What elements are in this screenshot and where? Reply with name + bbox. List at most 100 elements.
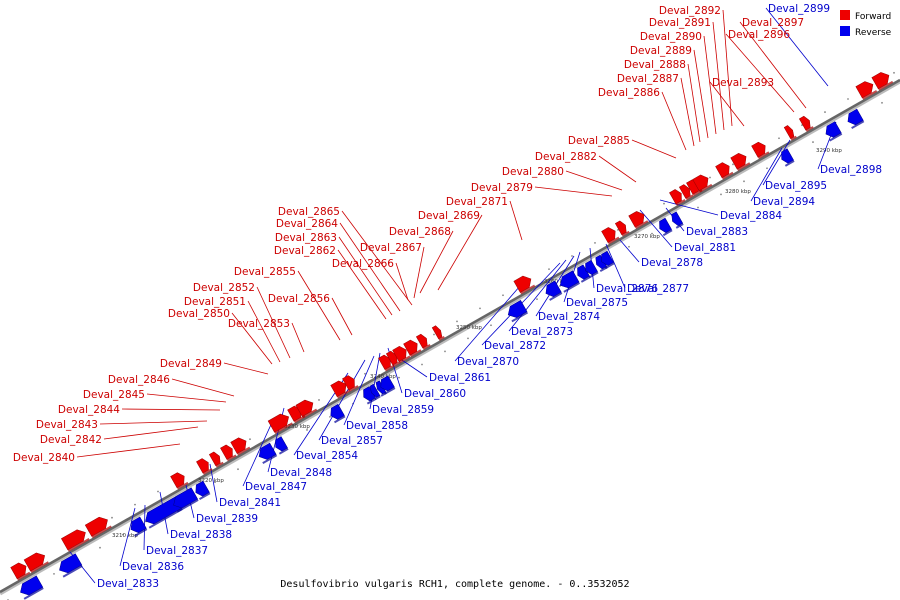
gene-label[interactable]: Deval_2894 — [753, 196, 815, 208]
gene-label[interactable]: Deval_2840 — [13, 452, 75, 464]
gene-label[interactable]: Deval_2863 — [275, 232, 337, 244]
gene-label[interactable]: Deval_2849 — [160, 358, 222, 370]
gene-label[interactable]: Deval_2882 — [535, 151, 597, 163]
gene-label[interactable]: Deval_2842 — [40, 434, 102, 446]
forward-gene-arrow — [614, 220, 630, 237]
forward-gene-arrow — [392, 346, 411, 364]
track-dot — [594, 242, 596, 244]
gene-label[interactable]: Deval_2862 — [274, 245, 336, 257]
gene-label[interactable]: Deval_2881 — [674, 242, 736, 254]
forward-gene-arrow — [196, 458, 213, 475]
gene-label[interactable]: Deval_2889 — [630, 45, 692, 57]
gene-label[interactable]: Deval_2846 — [108, 374, 170, 386]
gene-label[interactable]: Deval_2884 — [720, 210, 782, 222]
track-dot — [548, 268, 550, 270]
gene-label[interactable]: Deval_2847 — [245, 481, 307, 493]
gene-label[interactable]: Deval_2893 — [712, 77, 774, 89]
forward-gene-arrow — [385, 350, 401, 367]
gene-label[interactable]: Deval_2852 — [193, 282, 255, 294]
gene-label[interactable]: Deval_2868 — [389, 226, 451, 238]
gene-label[interactable]: Deval_2879 — [471, 182, 533, 194]
gene-label[interactable]: Deval_2885 — [568, 135, 630, 147]
gene-label[interactable]: Deval_2890 — [640, 31, 702, 43]
leader-line — [338, 236, 393, 316]
track-dot — [456, 320, 458, 323]
gene-label[interactable]: Deval_2898 — [820, 164, 882, 176]
gene-label[interactable]: Deval_2870 — [457, 356, 519, 368]
gene-label[interactable]: Deval_2865 — [278, 206, 340, 218]
gene-label[interactable]: Deval_2844 — [58, 404, 120, 416]
gene-label[interactable]: Deval_2877 — [627, 283, 689, 295]
reverse-gene-arrow — [601, 250, 615, 270]
forward-gene-arrow — [230, 437, 251, 456]
gene-label[interactable]: Deval_2841 — [219, 497, 281, 509]
gene-label[interactable]: Deval_2869 — [418, 210, 480, 222]
gene-label[interactable]: Deval_2899 — [768, 3, 830, 15]
gene-label[interactable]: Deval_2873 — [511, 326, 573, 338]
gene-label[interactable]: Deval_2887 — [617, 73, 679, 85]
gene-label[interactable]: Deval_2854 — [296, 450, 358, 462]
reverse-gene-arrow — [363, 386, 377, 405]
reverse-gene-arrow — [847, 108, 865, 130]
forward-gene-arrow — [855, 81, 878, 100]
gene-label[interactable]: Deval_2878 — [641, 257, 703, 269]
gene-label[interactable]: Deval_2891 — [649, 17, 711, 29]
gene-label[interactable]: Deval_2853 — [228, 318, 290, 330]
gene-label[interactable]: Deval_2836 — [122, 561, 184, 573]
gene-label[interactable]: Deval_2896 — [728, 29, 790, 41]
gene-label[interactable]: Deval_2859 — [372, 404, 434, 416]
track-dot — [318, 399, 320, 401]
gene-label[interactable]: Deval_2897 — [742, 17, 804, 29]
gene-label[interactable]: Deval_2880 — [502, 166, 564, 178]
gene-label[interactable]: Deval_2848 — [270, 467, 332, 479]
gene-label[interactable]: Deval_2858 — [346, 420, 408, 432]
track-dot — [421, 363, 423, 366]
gene-label[interactable]: Deval_2838 — [170, 529, 232, 541]
gene-label[interactable]: Deval_2892 — [659, 5, 721, 17]
gene-label[interactable]: Deval_2851 — [184, 296, 246, 308]
forward-gene-arrow — [628, 211, 649, 229]
gene-label[interactable]: Deval_2833 — [97, 578, 159, 590]
gene-label[interactable]: Deval_2864 — [276, 218, 338, 230]
gene-labels: Deval_2833 Deval_2836 Deval_2837 Deval_2838… — [13, 3, 882, 590]
axis-tick-label: 3230 kbp — [284, 424, 310, 430]
gene-label[interactable]: Deval_2837 — [146, 545, 208, 557]
leader-line — [762, 139, 791, 186]
gene-label[interactable]: Deval_2874 — [538, 311, 600, 323]
gene-label[interactable]: Deval_2855 — [234, 266, 296, 278]
gene-label[interactable]: Deval_2886 — [598, 87, 660, 99]
leader-line — [413, 246, 425, 299]
gene-label[interactable]: Deval_2888 — [624, 59, 686, 71]
gene-label[interactable]: Deval_2845 — [83, 389, 145, 401]
gene-label[interactable]: Deval_2875 — [566, 297, 628, 309]
track-dot — [99, 546, 101, 549]
track-dot — [720, 193, 722, 196]
gene-label[interactable]: Deval_2856 — [268, 293, 330, 305]
gene-label[interactable]: Deval_2872 — [484, 340, 546, 352]
gene-label[interactable]: Deval_2860 — [404, 388, 466, 400]
gene-label[interactable]: Deval_2867 — [360, 242, 422, 254]
track-dot — [502, 294, 504, 297]
leader-line — [242, 417, 275, 487]
track-dot — [157, 490, 159, 493]
reverse-gene-arrow — [507, 300, 529, 323]
gene-label[interactable]: Deval_2871 — [446, 196, 508, 208]
track-dot — [433, 333, 435, 336]
forward-gene-arrow — [403, 339, 422, 357]
gene-label[interactable]: Deval_2876 — [596, 283, 658, 295]
reverse-gene-arrow — [585, 259, 599, 279]
gene-label[interactable]: Deval_2861 — [429, 372, 491, 384]
track-dot — [628, 245, 630, 248]
gene-label[interactable]: Deval_2866 — [332, 258, 394, 270]
track-dot — [249, 438, 251, 441]
gene-label[interactable]: Deval_2843 — [36, 419, 98, 431]
forward-gene-arrow — [330, 380, 351, 399]
gene-label[interactable]: Deval_2883 — [686, 226, 748, 238]
gene-label[interactable]: Deval_2895 — [765, 180, 827, 192]
axis-tick-label: 3290 kbp — [816, 148, 842, 154]
gene-label[interactable]: Deval_2850 — [168, 308, 230, 320]
gene-label[interactable]: Deval_2839 — [196, 513, 258, 525]
gene-label[interactable]: Deval_2857 — [321, 435, 383, 447]
track-dot — [766, 167, 768, 170]
leader-line — [297, 270, 341, 341]
